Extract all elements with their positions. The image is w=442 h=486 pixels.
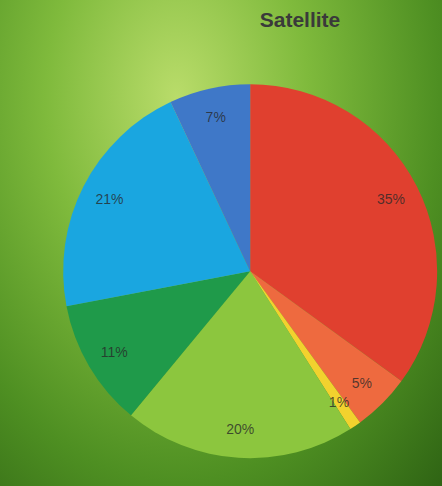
svg-text:7%: 7% [206,109,226,125]
svg-text:21%: 21% [95,191,123,207]
svg-text:11%: 11% [101,344,128,360]
svg-text:20%: 20% [226,421,254,437]
svg-text:35%: 35% [377,191,405,207]
svg-text:Satellite: Satellite [260,8,341,31]
svg-text:1%: 1% [329,394,349,410]
svg-text:5%: 5% [352,375,372,391]
